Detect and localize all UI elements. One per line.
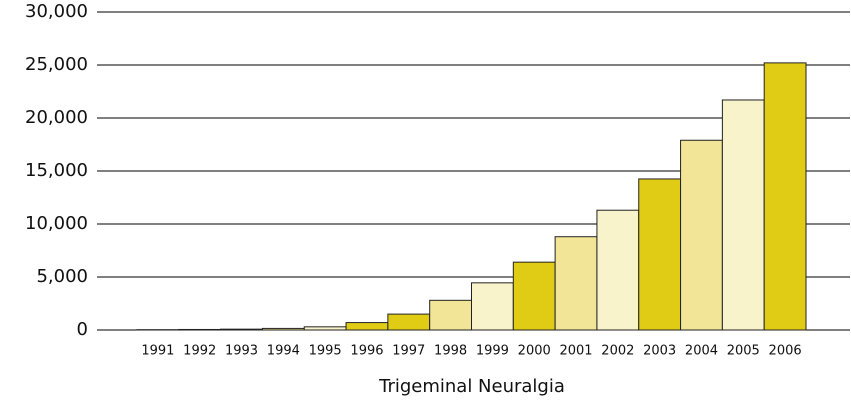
x-tick-label: 1999	[476, 344, 509, 359]
bar	[680, 139, 723, 331]
y-tick-label: 10,000	[25, 213, 88, 234]
y-tick-label: 0	[77, 319, 88, 340]
x-tick-label: 1996	[350, 344, 383, 359]
x-tick-label: 2002	[601, 344, 634, 359]
bar	[220, 328, 263, 331]
bar	[303, 326, 347, 331]
y-tick-label: 15,000	[25, 160, 88, 181]
x-tick-label: 2006	[769, 344, 802, 359]
y-tick-label: 25,000	[25, 54, 88, 75]
bar	[387, 313, 431, 331]
x-tick-label: 2000	[518, 344, 551, 359]
bar	[345, 322, 389, 331]
bar	[554, 236, 598, 331]
y-tick-label: 30,000	[25, 1, 88, 22]
x-tick-label: 1998	[434, 344, 467, 359]
x-tick-label: 2005	[727, 344, 760, 359]
x-tick-label: 1992	[183, 344, 216, 359]
bar	[512, 261, 556, 331]
bar	[261, 327, 305, 331]
bar	[763, 62, 807, 331]
x-tick-label: 2001	[559, 344, 592, 359]
x-tick-label: 1995	[309, 344, 342, 359]
y-tick-label: 5,000	[36, 266, 88, 287]
x-tick-label: 2003	[643, 344, 676, 359]
y-tick-label: 20,000	[25, 107, 88, 128]
bar	[596, 209, 640, 331]
bar	[721, 99, 765, 331]
x-tick-label: 1997	[392, 344, 425, 359]
x-tick-label: 2004	[685, 344, 718, 359]
x-tick-label: 1993	[225, 344, 258, 359]
bar	[471, 282, 514, 331]
x-tick-label: 1991	[141, 344, 174, 359]
bar	[178, 328, 222, 331]
bar	[429, 299, 472, 331]
x-tick-label: 1994	[267, 344, 300, 359]
x-axis-label: Trigeminal Neuralgia	[378, 376, 565, 397]
bar	[638, 178, 682, 331]
